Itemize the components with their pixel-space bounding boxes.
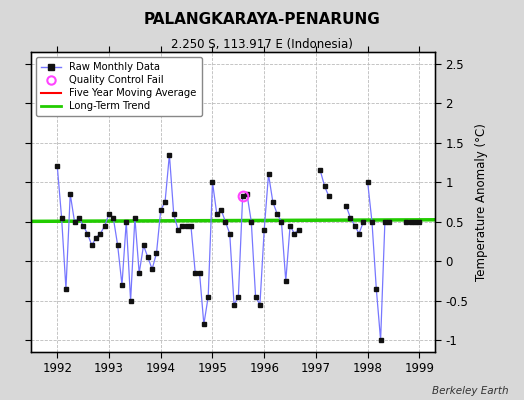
Y-axis label: Temperature Anomaly (°C): Temperature Anomaly (°C) — [475, 123, 488, 281]
Text: 2.250 S, 113.917 E (Indonesia): 2.250 S, 113.917 E (Indonesia) — [171, 38, 353, 51]
Text: Berkeley Earth: Berkeley Earth — [432, 386, 508, 396]
Text: PALANGKARAYA-PENARUNG: PALANGKARAYA-PENARUNG — [144, 12, 380, 27]
Legend: Raw Monthly Data, Quality Control Fail, Five Year Moving Average, Long-Term Tren: Raw Monthly Data, Quality Control Fail, … — [37, 57, 202, 116]
